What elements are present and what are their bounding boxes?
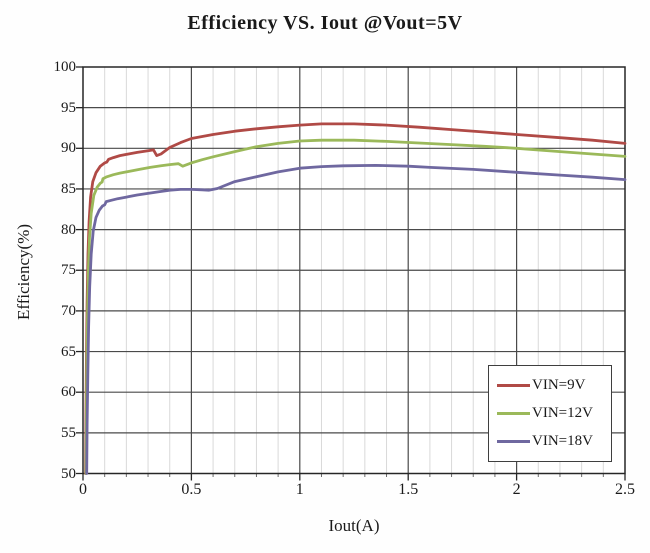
y-tick-label: 55 — [61, 424, 76, 441]
series-line-vin-18v — [85, 163, 627, 475]
y-tick-label: 65 — [61, 343, 76, 360]
x-axis-label: Iout(A) — [328, 516, 380, 535]
y-tick-label: 60 — [61, 384, 76, 401]
x-tick-label: 0 — [79, 481, 87, 498]
legend-item: VIN=12V — [497, 405, 603, 422]
plot-border — [82, 66, 626, 475]
legend: VIN=9V VIN=12V VIN=18V — [488, 365, 612, 462]
x-tick-label: 2 — [512, 481, 521, 498]
series-line-vin-9v — [84, 122, 627, 475]
x-tick-label: 1 — [295, 481, 304, 498]
y-tick-label: 100 — [53, 59, 77, 75]
x-tick-label: 1.5 — [398, 481, 419, 498]
x-tick-label: 2.5 — [615, 481, 635, 498]
y-tick-label: 75 — [61, 262, 76, 279]
y-tick-label: 90 — [61, 140, 76, 157]
legend-line-sample — [497, 439, 530, 443]
y-tick-label: 80 — [61, 221, 76, 238]
y-tick-label: 70 — [61, 302, 76, 319]
x-tick-label: 0.5 — [181, 481, 202, 498]
y-tick-label: 95 — [61, 99, 76, 116]
legend-line-sample — [497, 384, 530, 388]
chart-title: Efficiency VS. Iout @Vout=5V — [187, 12, 463, 34]
legend-label: VIN=18V — [532, 432, 593, 449]
legend-item: VIN=9V — [497, 377, 603, 394]
y-tick-label: 85 — [61, 180, 76, 197]
legend-label: VIN=9V — [532, 377, 586, 394]
y-tick-label: 50 — [61, 465, 76, 482]
legend-item: VIN=18V — [497, 433, 603, 450]
series-line-vin-12v — [84, 138, 627, 475]
legend-label: VIN=12V — [532, 404, 593, 421]
legend-line-sample — [497, 411, 530, 415]
